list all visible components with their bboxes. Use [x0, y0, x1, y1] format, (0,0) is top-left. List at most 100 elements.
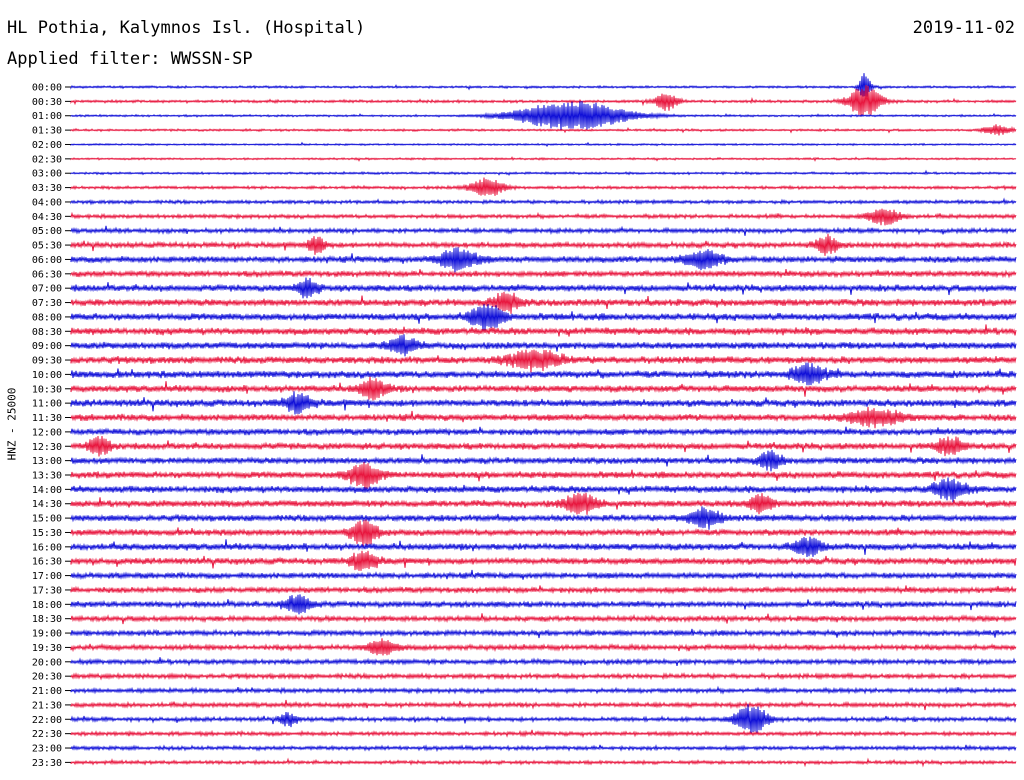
row-time-label: 16:00	[32, 542, 62, 553]
row-time-label: 14:00	[32, 485, 62, 496]
row-time-label: 19:30	[32, 643, 62, 654]
seismic-trace	[70, 233, 1017, 256]
row-time-label: 20:30	[32, 672, 62, 683]
seismic-trace	[70, 492, 1017, 515]
row-time-label: 23:00	[32, 744, 62, 755]
seismic-trace	[70, 462, 1017, 491]
seismic-trace	[70, 685, 1017, 695]
row-time-label: 04:00	[32, 197, 62, 208]
seismic-trace	[70, 324, 1017, 337]
seismic-trace	[70, 277, 1017, 299]
seismic-trace	[70, 435, 1017, 457]
seismic-trace	[70, 349, 1017, 373]
row-time-label: 21:00	[32, 686, 62, 697]
row-time-label: 13:30	[32, 470, 62, 481]
row-time-label: 09:00	[32, 341, 62, 352]
seismic-trace	[70, 269, 1017, 279]
seismic-trace	[70, 699, 1017, 711]
seismic-trace	[70, 550, 1017, 571]
station-title: HL Pothia, Kalymnos Isl. (Hospital)	[7, 18, 366, 38]
seismic-trace	[70, 536, 1017, 558]
row-time-label: 03:00	[32, 169, 62, 180]
seismic-trace	[70, 671, 1017, 681]
seismic-trace	[70, 426, 1017, 437]
row-time-label: 07:00	[32, 284, 62, 295]
row-time-label: 09:30	[32, 356, 62, 367]
row-time-label: 17:00	[32, 571, 62, 582]
seismic-trace	[70, 247, 1017, 273]
seismic-trace	[70, 291, 1017, 314]
row-time-label: 12:30	[32, 442, 62, 453]
row-time-label: 10:30	[32, 384, 62, 395]
row-time-label: 01:00	[32, 111, 62, 122]
seismic-trace	[70, 628, 1017, 639]
seismic-trace	[70, 334, 1017, 357]
row-time-label: 15:00	[32, 514, 62, 525]
row-time-label: 00:30	[32, 97, 62, 108]
row-time-label: 16:30	[32, 557, 62, 568]
row-time-label: 02:00	[32, 140, 62, 151]
seismic-trace	[70, 506, 1017, 530]
seismic-trace	[70, 177, 1017, 196]
row-time-label: 22:00	[32, 715, 62, 726]
seismic-trace	[70, 585, 1017, 595]
seismic-trace	[70, 85, 1017, 117]
row-time-label: 05:00	[32, 226, 62, 237]
seismic-trace	[70, 225, 1017, 236]
seismic-trace	[70, 613, 1017, 625]
row-time-label: 18:30	[32, 614, 62, 625]
row-time-label: 05:30	[32, 241, 62, 252]
row-time-label: 06:30	[32, 269, 62, 280]
row-time-label: 11:30	[32, 413, 62, 424]
row-time-label: 12:00	[32, 427, 62, 438]
seismic-trace	[70, 391, 1017, 415]
seismic-trace	[70, 757, 1017, 768]
row-time-label: 04:30	[32, 212, 62, 223]
row-time-label: 13:00	[32, 456, 62, 467]
seismic-trace	[70, 197, 1017, 206]
seismic-trace	[70, 569, 1017, 581]
row-time-label: 08:30	[32, 327, 62, 338]
filter-label: Applied filter: WWSSN-SP	[7, 49, 253, 69]
seismic-trace	[70, 73, 1017, 97]
seismic-trace	[70, 638, 1017, 656]
seismic-trace	[70, 156, 1017, 162]
row-time-label: 06:00	[32, 255, 62, 266]
row-time-label: 19:00	[32, 629, 62, 640]
seismic-trace	[70, 124, 1017, 136]
row-time-label: 20:00	[32, 657, 62, 668]
seismic-trace	[70, 100, 1017, 131]
seismic-trace	[70, 744, 1017, 753]
row-time-label: 07:30	[32, 298, 62, 309]
row-time-label: 01:30	[32, 126, 62, 137]
plot-date: 2019-11-02	[912, 18, 1015, 38]
seismic-trace	[70, 477, 1017, 503]
row-time-label: 23:30	[32, 758, 62, 769]
seismic-trace	[70, 376, 1017, 401]
row-time-label: 00:00	[32, 83, 62, 94]
row-time-label: 02:30	[32, 154, 62, 165]
seismic-trace	[70, 449, 1017, 472]
row-time-label: 08:00	[32, 312, 62, 323]
seismic-trace	[70, 208, 1017, 226]
seismic-trace	[70, 362, 1017, 386]
row-time-label: 11:00	[32, 399, 62, 410]
row-time-label: 10:00	[32, 370, 62, 381]
seismic-trace	[70, 304, 1017, 332]
row-time-label: 17:30	[32, 585, 62, 596]
row-time-label: 22:30	[32, 729, 62, 740]
row-time-label: 18:00	[32, 600, 62, 611]
seismic-trace	[70, 406, 1017, 429]
seismic-trace	[70, 729, 1017, 739]
seismic-trace	[70, 519, 1017, 547]
seismic-trace	[70, 704, 1017, 735]
seismic-trace	[70, 657, 1017, 667]
row-time-label: 03:30	[32, 183, 62, 194]
row-time-label: 14:30	[32, 499, 62, 510]
row-time-label: 21:30	[32, 700, 62, 711]
row-time-label: 15:30	[32, 528, 62, 539]
seismic-trace	[70, 169, 1017, 176]
seismic-trace	[70, 594, 1017, 615]
